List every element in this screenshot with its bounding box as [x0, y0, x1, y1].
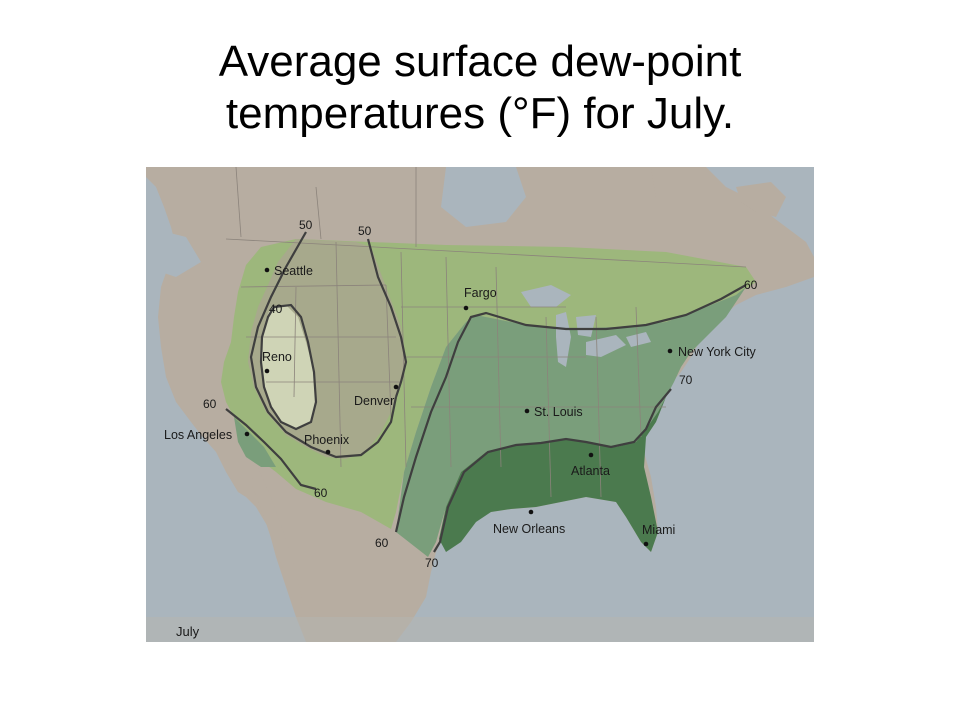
political-borders [225, 167, 747, 498]
city-label-miami: Miami [642, 523, 675, 537]
city-label-reno: Reno [262, 350, 292, 364]
atlanta-marker [588, 452, 594, 458]
isoline-label-60-east-bottom: 60 [375, 536, 389, 550]
isoline-label-60-west-bottom: 60 [314, 486, 328, 500]
hudson-bay [441, 167, 526, 227]
city-label-st-louis: St. Louis [534, 405, 583, 419]
isoline-label-50-a: 50 [299, 218, 313, 232]
isoline-70 [433, 388, 672, 553]
zone-60-to-70-la [234, 417, 276, 467]
city-label-phoenix: Phoenix [304, 433, 350, 447]
isolines [225, 231, 747, 553]
fargo-marker [463, 305, 469, 311]
los-angeles-marker [244, 431, 250, 437]
city-label-new-orleans: New Orleans [493, 522, 565, 536]
isoline-label-70-bottom: 70 [425, 556, 439, 570]
title-line-2: temperatures (°F) for July. [225, 89, 735, 138]
month-label: July [176, 624, 200, 639]
isoline-label-60-east-top: 60 [744, 278, 758, 292]
city-label-seattle: Seattle [274, 264, 313, 278]
isoline-label-40: 40 [269, 302, 283, 316]
denver-marker [393, 384, 399, 390]
isoline-60-east [394, 284, 747, 533]
isoline-label-70-top: 70 [679, 373, 693, 387]
reno-marker [264, 368, 270, 374]
isoline-40 [259, 303, 318, 431]
newfoundland [736, 182, 786, 217]
zone-60-to-70 [396, 287, 746, 557]
month-strip [146, 617, 814, 642]
new-york-marker [667, 348, 673, 354]
vancouver-island [146, 227, 201, 277]
greenland [651, 167, 706, 207]
city-label-denver: Denver [354, 394, 394, 408]
isoline-50-west [249, 231, 398, 459]
great-lakes [521, 285, 651, 367]
new-orleans-marker [528, 509, 534, 515]
phoenix-marker [325, 449, 331, 455]
isoline-label-60-west-top: 60 [203, 397, 217, 411]
dew-point-map: Seattle Reno Denver Phoenix Los Angeles … [146, 167, 814, 642]
baja-peninsula [252, 459, 304, 607]
isoline-label-50-b: 50 [358, 224, 372, 238]
slide-title: Average surface dew-point temperatures (… [0, 36, 960, 140]
city-label-fargo: Fargo [464, 286, 497, 300]
city-label-new-york: New York City [678, 345, 757, 359]
city-label-atlanta: Atlanta [571, 464, 610, 478]
miami-marker [643, 541, 649, 547]
seattle-marker [264, 267, 270, 273]
zone-above-70 [439, 397, 666, 552]
city-label-los-angeles: Los Angeles [164, 428, 232, 442]
isoline-60-west [225, 408, 317, 491]
st-louis-marker [524, 408, 530, 414]
title-line-1: Average surface dew-point [218, 37, 742, 86]
isoline-50-east [366, 238, 408, 398]
zone-below-40 [261, 305, 316, 429]
city-markers [244, 267, 673, 547]
